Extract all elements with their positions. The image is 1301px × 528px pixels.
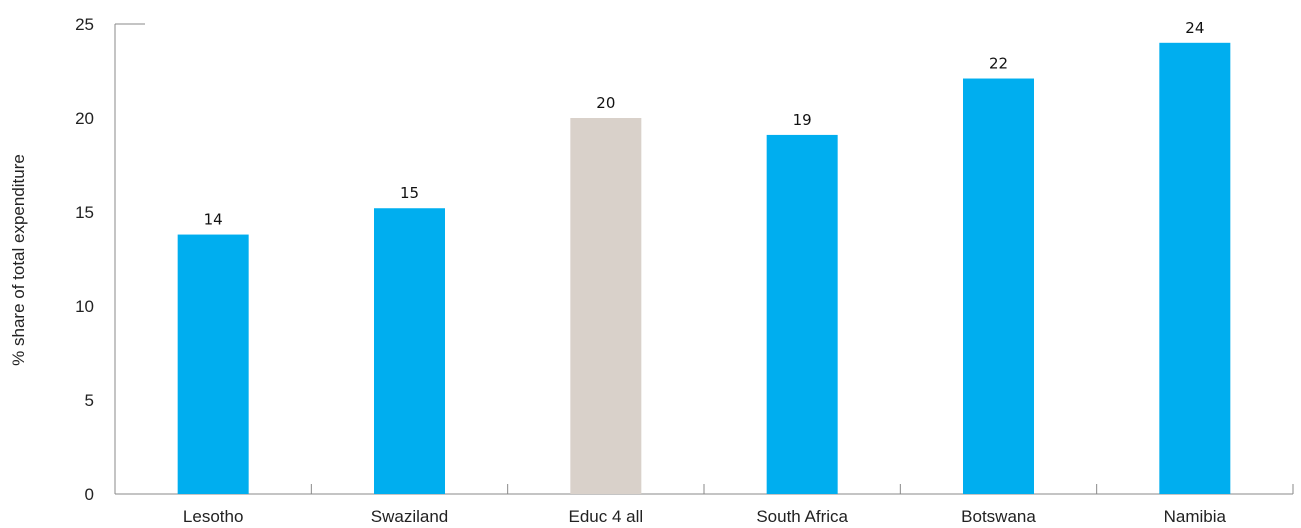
bar-educ-4-all xyxy=(570,118,642,494)
x-tick-label: Educ 4 all xyxy=(568,507,643,526)
x-tick-label: Swaziland xyxy=(371,507,449,526)
bar-south-africa xyxy=(766,134,838,495)
y-tick-label: 20 xyxy=(75,109,94,128)
data-label: 20 xyxy=(596,94,615,112)
bar-swaziland xyxy=(374,208,445,495)
data-labels: 14 15 20 19 22 24 xyxy=(204,19,1205,229)
data-label: 24 xyxy=(1185,19,1204,37)
x-tick-label: Lesotho xyxy=(183,507,244,526)
x-tick-label: South Africa xyxy=(756,507,848,526)
y-tick-label: 25 xyxy=(75,15,94,34)
y-tick-label: 15 xyxy=(75,203,94,222)
data-label: 22 xyxy=(989,55,1008,73)
data-label: 15 xyxy=(400,184,419,202)
bar-namibia xyxy=(1159,42,1231,495)
y-tick-label: 10 xyxy=(75,297,94,316)
x-tick-label: Botswana xyxy=(961,507,1036,526)
data-label: 19 xyxy=(793,111,812,129)
y-tick-label: 5 xyxy=(85,391,94,410)
x-tick-label: Namibia xyxy=(1164,507,1227,526)
data-label: 14 xyxy=(204,211,223,229)
bars xyxy=(177,42,1231,495)
y-axis: 0 5 10 15 20 25 xyxy=(75,15,145,504)
bar-lesotho xyxy=(177,234,249,494)
x-axis: Lesotho Swaziland Educ 4 all South Africa Bo… xyxy=(115,484,1294,526)
bar-botswana xyxy=(963,78,1034,495)
y-axis-title: % share of total expenditure xyxy=(9,154,28,366)
y-tick-label: 0 xyxy=(85,485,94,504)
